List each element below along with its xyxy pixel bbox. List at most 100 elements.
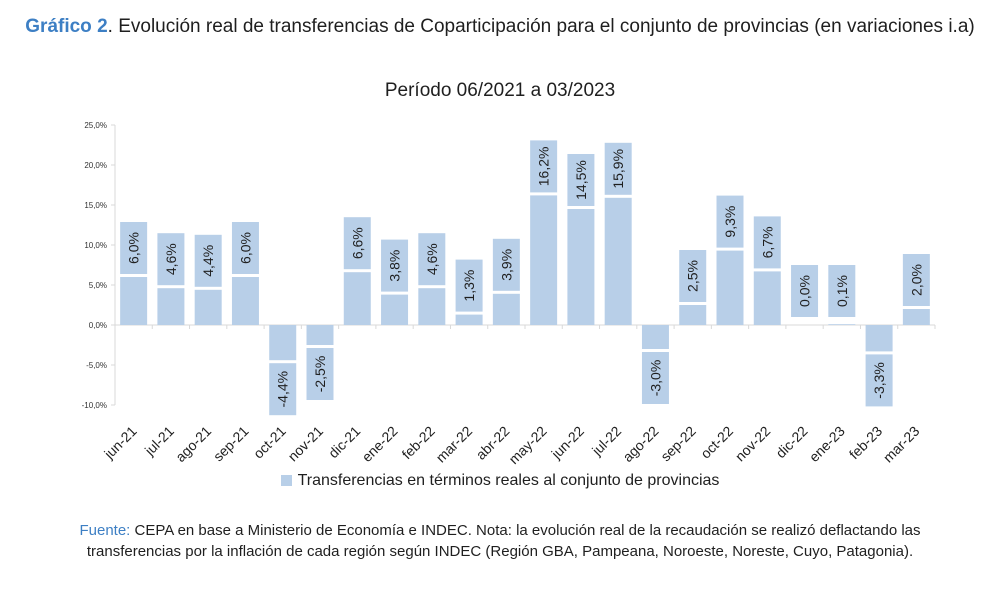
chart-subtitle: Período 06/2021 a 03/2023 (384, 80, 616, 101)
y-tick-label: -10,0% (82, 401, 107, 410)
x-tick-label: sep-22 (657, 423, 699, 465)
data-label: -3,3% (871, 362, 887, 399)
data-label: 0,1% (834, 275, 850, 307)
data-label-box (418, 233, 446, 286)
x-tick-label: nov-22 (732, 423, 774, 465)
bar (157, 288, 185, 325)
bar (567, 209, 595, 325)
data-label: 4,6% (424, 243, 440, 275)
data-label: 3,9% (498, 249, 514, 281)
data-label: 2,0% (908, 264, 924, 296)
bar (753, 271, 781, 325)
data-label: 6,6% (349, 227, 365, 259)
bar (381, 294, 409, 325)
x-tick-label: oct-21 (250, 423, 289, 462)
chart-title-prefix: Gráfico 2 (25, 16, 108, 37)
x-tick-label: mar-23 (880, 423, 923, 466)
x-tick-label: feb-23 (846, 423, 886, 463)
x-tick-label: dic-21 (325, 423, 363, 461)
bar (679, 305, 707, 325)
data-label: 4,4% (200, 245, 216, 277)
data-label-box (194, 234, 222, 287)
x-tick-label: feb-22 (399, 423, 439, 463)
data-label-box (567, 154, 595, 206)
data-label-box (269, 363, 297, 416)
bar (231, 277, 259, 325)
source-text: CEPA en base a Ministerio de Economía e … (86, 522, 921, 560)
y-tick-label: 25,0% (84, 121, 107, 130)
x-tick-label: ago-22 (619, 423, 661, 465)
y-tick-label: -5,0% (86, 361, 107, 370)
data-label: 9,3% (722, 206, 738, 238)
x-tick-label: oct-22 (697, 423, 736, 462)
data-label-box (604, 142, 632, 195)
x-tick-label: dic-22 (772, 423, 810, 461)
legend-label: Transferencias en términos reales al con… (297, 472, 720, 489)
chart-title-dot: . (107, 16, 113, 37)
data-label-box (492, 238, 520, 291)
y-tick-label: 5,0% (89, 281, 107, 290)
bar (306, 325, 334, 345)
data-label-box (828, 265, 856, 317)
x-tick-label: jun-22 (547, 423, 587, 463)
data-label-box (381, 239, 409, 292)
data-label: 16,2% (536, 147, 552, 187)
data-label-box (716, 195, 744, 248)
data-label: -4,4% (275, 371, 291, 408)
data-label: 4,6% (163, 243, 179, 275)
bar (604, 197, 632, 325)
bar (343, 272, 371, 325)
x-tick-label: ene-22 (359, 423, 401, 465)
x-tick-label: nov-21 (285, 423, 327, 465)
data-label-box (231, 222, 259, 274)
bar (194, 289, 222, 325)
y-tick-label: 0,0% (89, 321, 107, 330)
bar (716, 250, 744, 325)
data-label: 6,7% (759, 226, 775, 258)
y-tick-label: 10,0% (84, 241, 107, 250)
data-label: -3,0% (647, 360, 663, 397)
y-tick-label: 20,0% (84, 161, 107, 170)
bar (902, 309, 930, 325)
data-label-box (306, 348, 334, 400)
x-tick-label: sep-21 (210, 423, 252, 465)
bar (641, 325, 669, 349)
source-note: Fuente: CEPA en base a Ministerio de Eco… (60, 520, 940, 562)
bar (418, 288, 446, 325)
x-tick-label: mar-22 (433, 423, 476, 466)
data-label: -2,5% (312, 356, 328, 393)
data-label-box (791, 265, 819, 317)
data-label-box (455, 259, 483, 312)
x-tick-label: ago-21 (172, 423, 214, 465)
bar (530, 195, 558, 325)
legend-swatch (280, 475, 292, 486)
chart-title-text: Evolución real de transferencias de Copa… (112, 16, 975, 37)
data-label: 1,3% (461, 270, 477, 302)
data-label: 3,8% (387, 250, 403, 282)
x-tick-label: may-22 (505, 423, 549, 467)
legend: Transferencias en términos reales al con… (0, 472, 1000, 490)
bar-chart: 25,0% 20,0% 15,0% 10,0% 5,0% 0,0% -5,0% -10,0% 6… (82, 121, 936, 467)
source-label: Fuente: (79, 522, 131, 539)
bar (455, 314, 483, 325)
bar (492, 293, 520, 325)
data-label: 15,9% (610, 149, 626, 189)
data-label-box (157, 233, 185, 286)
bar (865, 325, 893, 352)
y-tick-label: 15,0% (84, 201, 107, 210)
data-label-box (641, 352, 669, 404)
data-label: 2,5% (685, 260, 701, 292)
bar (828, 324, 856, 325)
data-label: 14,5% (573, 160, 589, 200)
data-label-box (530, 140, 558, 193)
data-label: 6,0% (237, 232, 253, 264)
data-label-box (343, 217, 371, 270)
data-label: 0,0% (797, 275, 813, 307)
chart-title: Gráfico 2. Evolución real de transferenc… (0, 13, 1000, 41)
x-tick-label: jun-21 (100, 423, 140, 463)
data-label-box (902, 254, 930, 306)
data-label-box (753, 216, 781, 269)
bar (120, 277, 148, 325)
x-tick-label: ene-23 (806, 423, 848, 465)
data-label-box (679, 250, 707, 302)
